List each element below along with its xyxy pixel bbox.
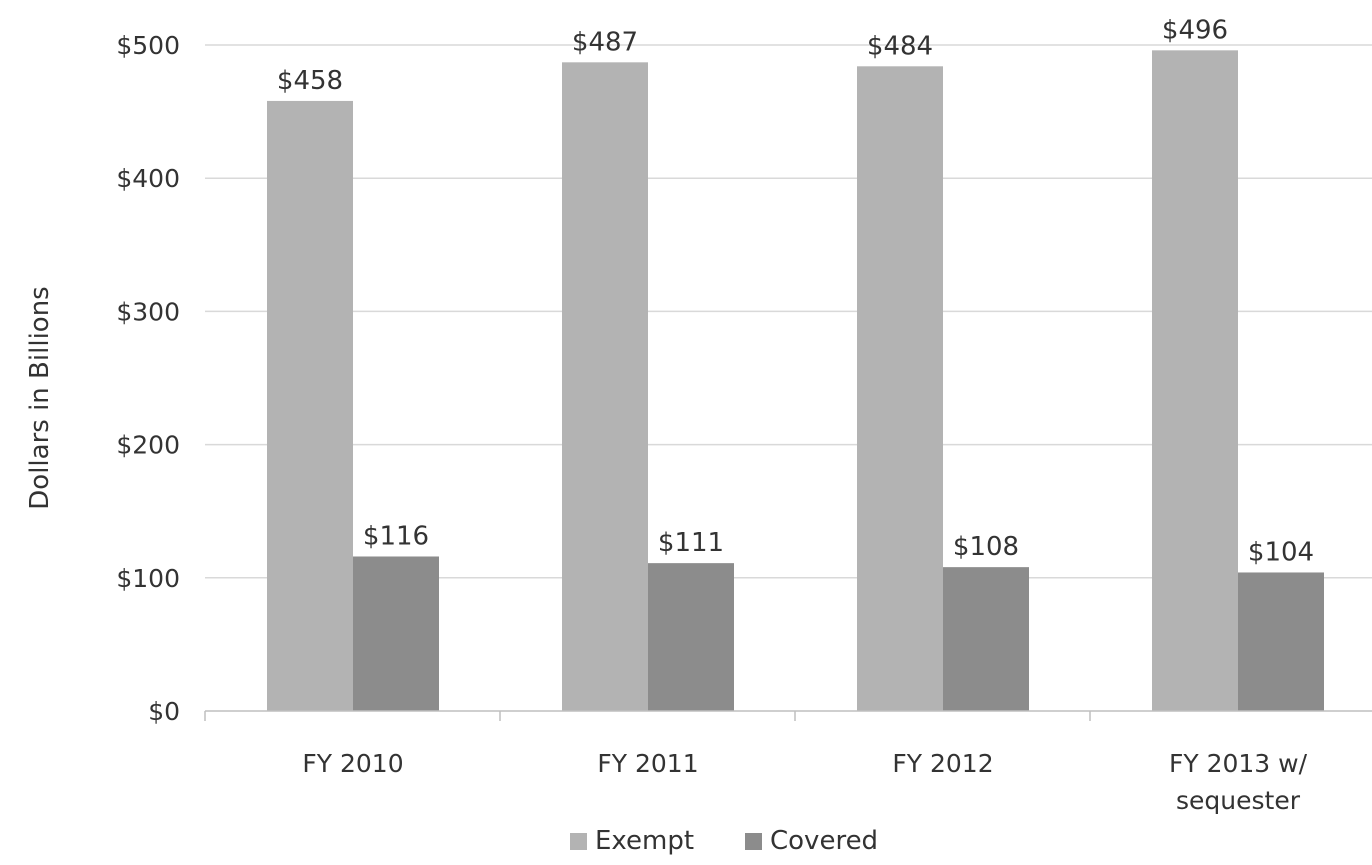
data-label: $484 — [867, 31, 933, 61]
bar-exempt — [1152, 50, 1238, 711]
legend-swatch-exempt — [570, 833, 587, 850]
bar-covered — [353, 556, 439, 711]
legend-label-covered: Covered — [770, 826, 878, 856]
data-label: $458 — [277, 66, 343, 96]
data-label: $108 — [953, 532, 1019, 562]
y-axis-title: Dollars in Billions — [25, 286, 55, 509]
y-tick-label: $400 — [116, 164, 180, 193]
data-label: $116 — [363, 521, 429, 551]
bar-exempt — [267, 100, 353, 712]
y-axis-title-group: Dollars in Billions — [25, 286, 55, 509]
bar-exempt — [562, 62, 648, 712]
data-label: $111 — [658, 528, 724, 558]
bar-exempt — [857, 66, 943, 711]
data-labels: $458 $116 $487 $111 $484 $108 $496 $104 — [277, 15, 1314, 567]
legend: Exempt Covered — [570, 826, 878, 856]
y-tick-label: $0 — [148, 697, 180, 726]
data-label: $104 — [1248, 537, 1314, 567]
y-tick-label: $500 — [116, 31, 180, 60]
x-tick-label: FY 2011 — [597, 749, 698, 778]
legend-swatch-covered — [745, 833, 762, 850]
x-tick-label: FY 2013 w/sequester — [1169, 749, 1308, 815]
y-axis-ticks: $0 $100 $200 $300 $400 $500 — [116, 31, 180, 726]
bars — [267, 50, 1324, 712]
bar-covered — [648, 563, 734, 711]
data-label: $487 — [572, 27, 638, 57]
y-tick-label: $200 — [116, 431, 180, 460]
legend-label-exempt: Exempt — [595, 826, 694, 856]
x-tick-label: FY 2012 — [892, 749, 993, 778]
y-tick-label: $100 — [116, 564, 180, 593]
bar-covered — [1238, 572, 1324, 711]
x-tick-label: FY 2010 — [302, 749, 403, 778]
y-tick-label: $300 — [116, 297, 180, 326]
x-axis: FY 2010 FY 2011 FY 2012 FY 2013 w/sequester — [204, 710, 1372, 815]
data-label: $496 — [1162, 15, 1228, 45]
bar-covered — [943, 567, 1029, 711]
